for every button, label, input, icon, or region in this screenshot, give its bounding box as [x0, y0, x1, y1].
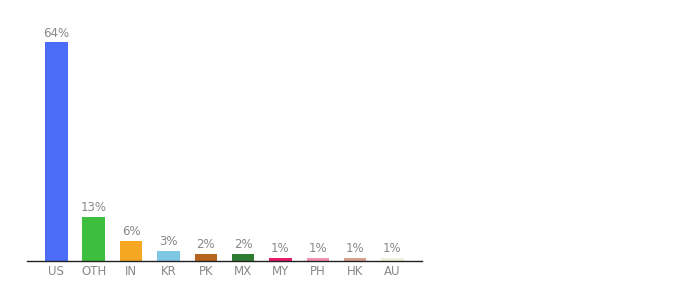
Text: 1%: 1% — [309, 242, 327, 255]
Bar — [120, 241, 142, 261]
Bar — [232, 254, 254, 261]
Text: 6%: 6% — [122, 225, 140, 238]
Text: 2%: 2% — [234, 238, 252, 251]
Text: 1%: 1% — [271, 242, 290, 255]
Text: 1%: 1% — [383, 242, 402, 255]
Bar — [269, 258, 292, 261]
Text: 13%: 13% — [81, 201, 107, 214]
Bar — [157, 251, 180, 261]
Bar — [344, 258, 367, 261]
Text: 1%: 1% — [346, 242, 364, 255]
Text: 3%: 3% — [159, 235, 177, 248]
Bar — [194, 254, 217, 261]
Bar — [307, 258, 329, 261]
Bar — [45, 42, 67, 261]
Bar — [82, 217, 105, 261]
Bar — [381, 258, 404, 261]
Text: 2%: 2% — [197, 238, 215, 251]
Text: 64%: 64% — [44, 27, 69, 40]
